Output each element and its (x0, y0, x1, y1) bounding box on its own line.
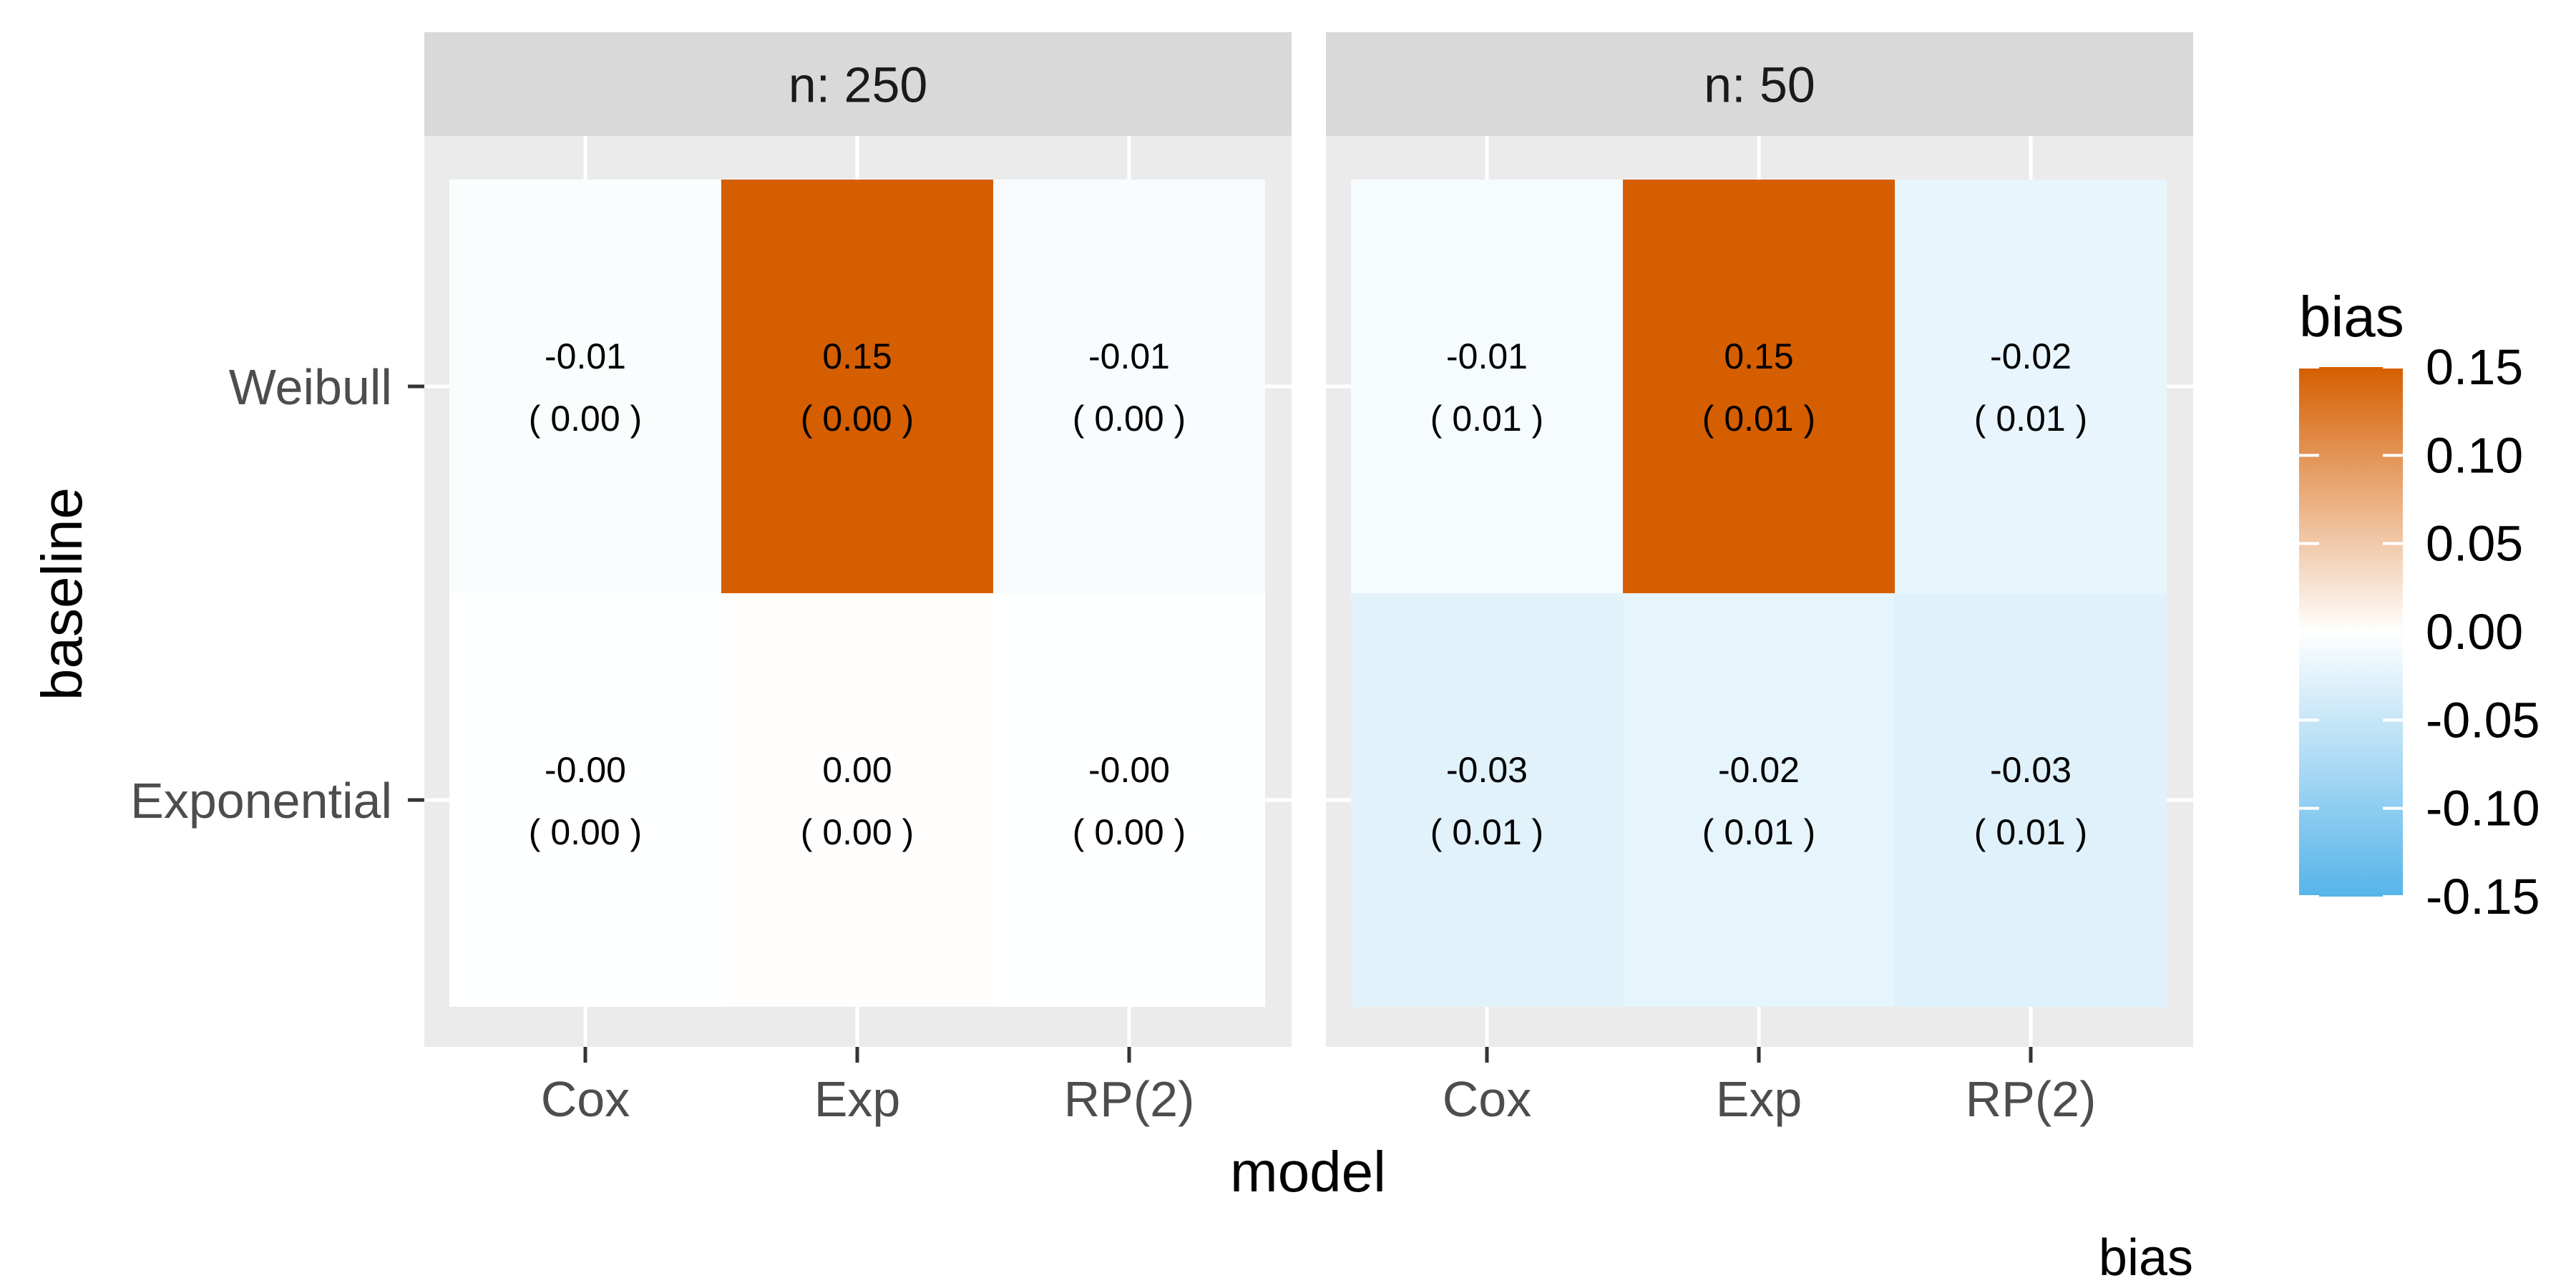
x-tick-label: Cox (541, 1071, 630, 1127)
tile-value-label: 0.15 (822, 336, 892, 376)
tile-value-label: -0.02 (1990, 336, 2072, 376)
heatmap-tile (721, 180, 993, 593)
y-axis: Weibull Exponential (130, 359, 424, 829)
tile-se-label: ( 0.00 ) (1073, 399, 1186, 439)
heatmap-tile (449, 180, 721, 593)
facet-strip (1326, 32, 2193, 136)
legend-tick-label: -0.10 (2426, 781, 2540, 836)
legend-tick-label: -0.15 (2426, 869, 2540, 924)
facet-panel: n: 50 -0.01 ( 0.01 ) 0.15 ( 0.01 ) -0.02 ( 0.0… (1326, 32, 2193, 1047)
tile-value-label: 0.00 (822, 750, 892, 790)
tile-se-label: ( 0.01 ) (1430, 812, 1543, 852)
x-axis: Cox Exp RP(2) Cox Exp RP(2) (541, 1047, 2097, 1127)
caption: bias (2099, 1229, 2193, 1287)
tile-se-label: ( 0.01 ) (1430, 399, 1543, 439)
heatmap-tile (1623, 180, 1895, 593)
legend-title: bias (2299, 285, 2404, 348)
tile-se-label: ( 0.00 ) (801, 812, 914, 852)
heatmap-tile (449, 593, 721, 1007)
color-legend: bias 0.15 0.10 0.05 0.00 -0.05 -0.10 -0.15 (2299, 285, 2540, 924)
heatmap-tile (1351, 593, 1623, 1007)
x-tick-label: Exp (1716, 1071, 1802, 1127)
tile-value-label: -0.03 (1446, 750, 1528, 790)
facet-strip-label: n: 50 (1704, 57, 1815, 113)
heatmap-tile (993, 593, 1265, 1007)
tile-value-label: -0.02 (1718, 750, 1800, 790)
legend-tick-label: -0.05 (2426, 692, 2540, 748)
tile-value-label: -0.03 (1990, 750, 2072, 790)
legend-tick-label: 0.10 (2426, 427, 2523, 483)
tile-se-label: ( 0.01 ) (1974, 812, 2087, 852)
tile-se-label: ( 0.01 ) (1974, 399, 2087, 439)
facet-strip-label: n: 250 (789, 57, 928, 113)
legend-tick-label: 0.15 (2426, 339, 2523, 395)
x-tick-label: Cox (1443, 1071, 1531, 1127)
tile-value-label: -0.01 (1446, 336, 1528, 376)
x-tick-label: Exp (814, 1071, 901, 1127)
x-tick-label: RP(2) (1064, 1071, 1195, 1127)
x-axis-title: model (1230, 1140, 1386, 1204)
tile-se-label: ( 0.00 ) (801, 399, 914, 439)
tile-value-label: -0.00 (545, 750, 626, 790)
heatmap-tile (721, 593, 993, 1007)
y-axis-title: baseline (30, 487, 94, 701)
heatmap-tile (1351, 180, 1623, 593)
tile-se-label: ( 0.01 ) (1702, 399, 1815, 439)
x-tick-label: RP(2) (1966, 1071, 2097, 1127)
legend-tick-label: 0.00 (2426, 604, 2523, 660)
tile-value-label: -0.01 (1088, 336, 1170, 376)
tile-se-label: ( 0.00 ) (529, 399, 642, 439)
heatmap-tile (1895, 180, 2167, 593)
tile-value-label: 0.15 (1724, 336, 1793, 376)
heatmap-tile (1895, 593, 2167, 1007)
heatmap-tile (1623, 593, 1895, 1007)
heatmap-tile (993, 180, 1265, 593)
facet-panel: n: 250 -0.01 ( 0.00 ) 0.15 ( 0.00 ) -0.01 ( 0.… (424, 32, 1292, 1047)
legend-tick-label: 0.05 (2426, 516, 2523, 572)
y-tick-label: Weibull (229, 359, 392, 415)
tile-se-label: ( 0.00 ) (529, 812, 642, 852)
tile-value-label: -0.01 (545, 336, 626, 376)
facet-strip (424, 32, 1292, 136)
tile-value-label: -0.00 (1088, 750, 1170, 790)
y-tick-label: Exponential (130, 773, 392, 829)
tile-se-label: ( 0.01 ) (1702, 812, 1815, 852)
tile-se-label: ( 0.00 ) (1073, 812, 1186, 852)
facet-panels: n: 250 -0.01 ( 0.00 ) 0.15 ( 0.00 ) -0.01 ( 0.… (424, 32, 2193, 1047)
